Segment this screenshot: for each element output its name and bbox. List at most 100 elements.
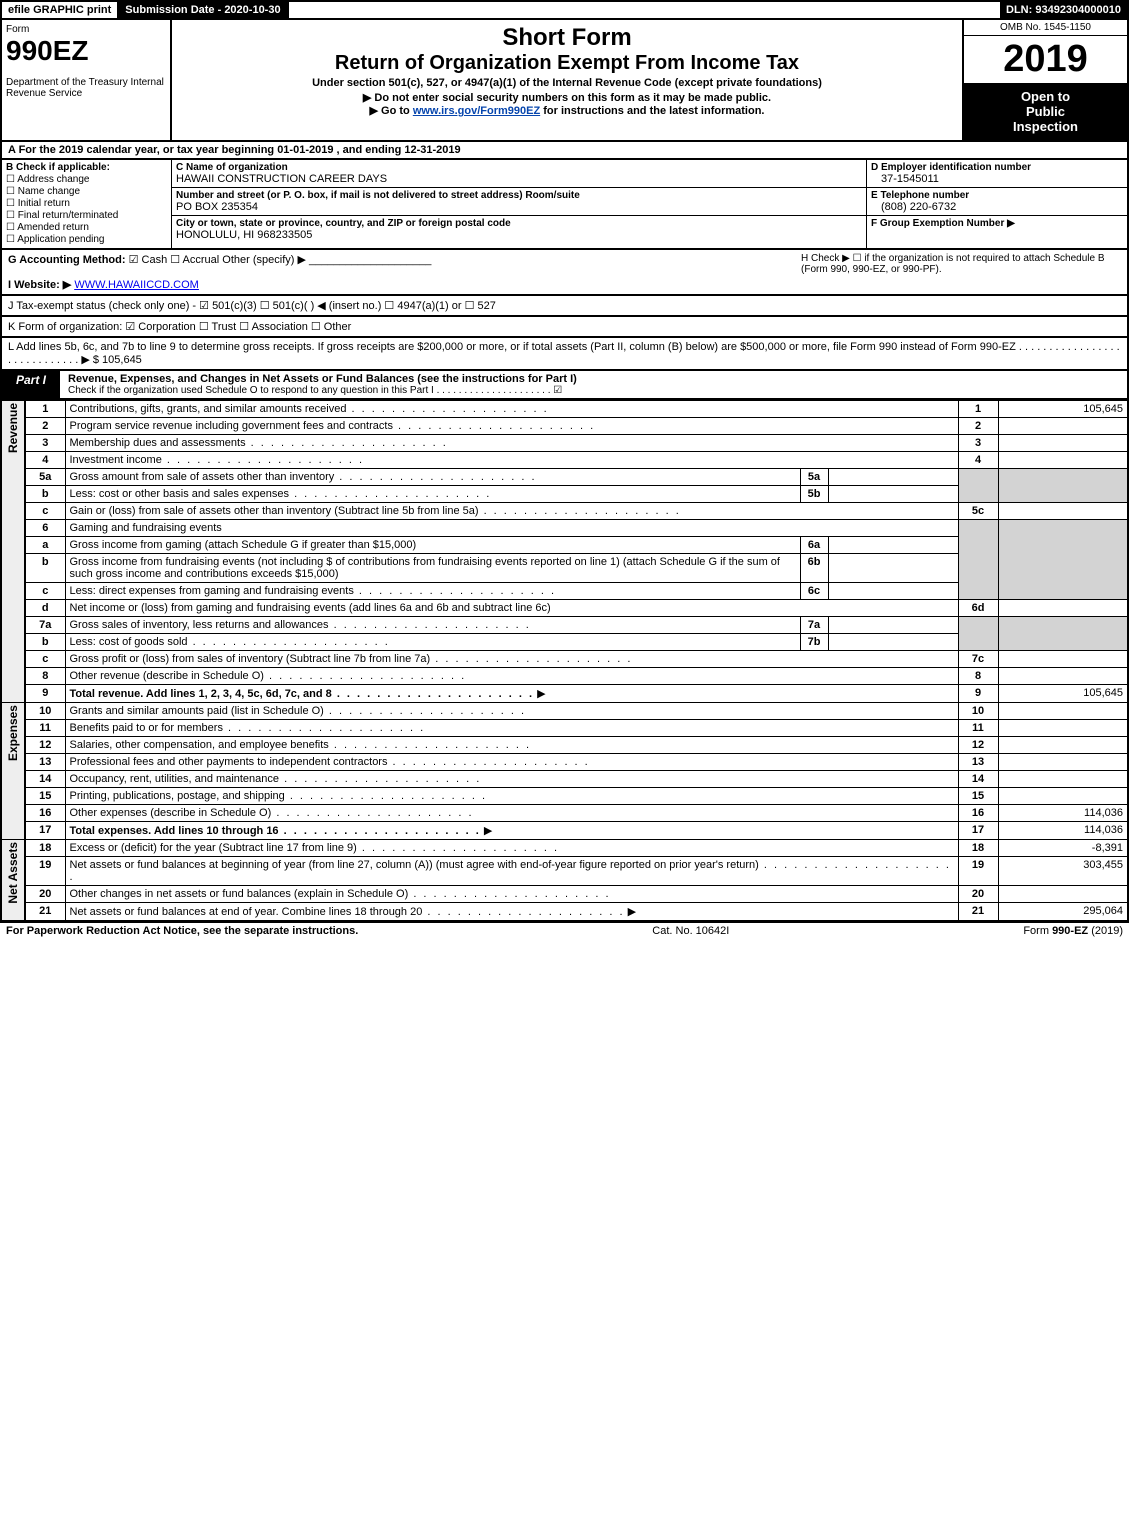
open-l1: Open to bbox=[1021, 89, 1070, 104]
irs-link[interactable]: www.irs.gov/Form990EZ bbox=[413, 105, 540, 117]
l6d-num: d bbox=[25, 600, 65, 617]
l12-desc: Salaries, other compensation, and employ… bbox=[70, 739, 532, 751]
chk-initial-return-label: Initial return bbox=[18, 198, 70, 209]
l17-amt: 114,036 bbox=[998, 822, 1128, 840]
l7b-desc: Less: cost of goods sold bbox=[70, 636, 390, 648]
org-addr-label: Number and street (or P. O. box, if mail… bbox=[176, 190, 862, 201]
l1-amt: 105,645 bbox=[998, 401, 1128, 418]
dept-label: Department of the Treasury Internal Reve… bbox=[6, 77, 166, 99]
g-label: G Accounting Method: bbox=[8, 254, 126, 266]
right-col: OMB No. 1545-1150 2019 Open to Public In… bbox=[962, 20, 1127, 140]
l4-box: 4 bbox=[958, 452, 998, 469]
tax-year: 2019 bbox=[964, 36, 1127, 83]
l6b-ibox: 6b bbox=[800, 554, 828, 583]
l2-amt bbox=[998, 418, 1128, 435]
l11-num: 11 bbox=[25, 720, 65, 737]
efile-print-button[interactable]: efile GRAPHIC print bbox=[2, 2, 119, 18]
l7-shade1 bbox=[958, 617, 998, 651]
chk-address-change[interactable]: ☐ Address change bbox=[6, 174, 167, 185]
chk-final-return[interactable]: ☐ Final return/terminated bbox=[6, 210, 167, 221]
org-addr-cell: Number and street (or P. O. box, if mail… bbox=[172, 188, 866, 216]
l5b-desc: Less: cost or other basis and sales expe… bbox=[70, 488, 492, 500]
chk-application-pending[interactable]: ☐ Application pending bbox=[6, 234, 167, 245]
l6d-amt bbox=[998, 600, 1128, 617]
l19-desc: Net assets or fund balances at beginning… bbox=[70, 859, 951, 883]
l15-num: 15 bbox=[25, 788, 65, 805]
l16-num: 16 bbox=[25, 805, 65, 822]
l5b-iamt bbox=[828, 486, 958, 503]
l6a-ibox: 6a bbox=[800, 537, 828, 554]
l6b-num: b bbox=[25, 554, 65, 583]
l6d-box: 6d bbox=[958, 600, 998, 617]
l6a-iamt bbox=[828, 537, 958, 554]
g-options[interactable]: ☑ Cash ☐ Accrual Other (specify) ▶ bbox=[129, 254, 306, 266]
l12-amt bbox=[998, 737, 1128, 754]
part1-title: Revenue, Expenses, and Changes in Net As… bbox=[60, 371, 1127, 398]
l11-box: 11 bbox=[958, 720, 998, 737]
l7c-num: c bbox=[25, 651, 65, 668]
part1-title-text: Revenue, Expenses, and Changes in Net As… bbox=[68, 373, 577, 385]
website-link[interactable]: WWW.HAWAIICCD.COM bbox=[74, 279, 198, 291]
return-title: Return of Organization Exempt From Incom… bbox=[180, 52, 954, 75]
l8-desc: Other revenue (describe in Schedule O) bbox=[70, 670, 467, 682]
row-g-h: G Accounting Method: ☑ Cash ☐ Accrual Ot… bbox=[0, 250, 1129, 296]
goto-pre: ▶ Go to bbox=[370, 105, 413, 117]
l15-box: 15 bbox=[958, 788, 998, 805]
l6d-desc: Net income or (loss) from gaming and fun… bbox=[70, 602, 551, 614]
l21-num: 21 bbox=[25, 903, 65, 922]
form-header: Form 990EZ Department of the Treasury In… bbox=[0, 20, 1129, 142]
l6-shade1 bbox=[958, 520, 998, 600]
l5c-box: 5c bbox=[958, 503, 998, 520]
submission-date: Submission Date - 2020-10-30 bbox=[119, 2, 288, 18]
lines-table: Revenue 1 Contributions, gifts, grants, … bbox=[0, 400, 1129, 922]
l16-box: 16 bbox=[958, 805, 998, 822]
open-public-box: Open to Public Inspection bbox=[964, 83, 1127, 140]
l18-amt: -8,391 bbox=[998, 840, 1128, 857]
chk-amended-return-label: Amended return bbox=[17, 222, 89, 233]
l9-num: 9 bbox=[25, 685, 65, 703]
part1-tab: Part I bbox=[2, 371, 60, 398]
h-check: H Check ▶ ☐ if the organization is not r… bbox=[801, 253, 1121, 291]
l6c-num: c bbox=[25, 583, 65, 600]
l9-box: 9 bbox=[958, 685, 998, 703]
l7a-iamt bbox=[828, 617, 958, 634]
l4-amt bbox=[998, 452, 1128, 469]
phone-value: (808) 220-6732 bbox=[871, 201, 956, 213]
l7a-num: 7a bbox=[25, 617, 65, 634]
l7a-desc: Gross sales of inventory, less returns a… bbox=[70, 619, 531, 631]
row-j: J Tax-exempt status (check only one) - ☑… bbox=[0, 296, 1129, 317]
open-l2: Public bbox=[1026, 104, 1065, 119]
ein-label: D Employer identification number bbox=[871, 162, 1031, 173]
box-b: B Check if applicable: ☐ Address change … bbox=[2, 160, 172, 248]
chk-initial-return[interactable]: ☐ Initial return bbox=[6, 198, 167, 209]
org-city-label: City or town, state or province, country… bbox=[176, 218, 862, 229]
l8-amt bbox=[998, 668, 1128, 685]
org-name-label: C Name of organization bbox=[176, 162, 862, 173]
l14-amt bbox=[998, 771, 1128, 788]
l2-desc: Program service revenue including govern… bbox=[70, 420, 596, 432]
l20-amt bbox=[998, 886, 1128, 903]
chk-name-change-label: Name change bbox=[18, 186, 80, 197]
box-c: C Name of organization HAWAII CONSTRUCTI… bbox=[172, 160, 867, 248]
goto-line: ▶ Go to www.irs.gov/Form990EZ for instru… bbox=[180, 104, 954, 117]
chk-name-change[interactable]: ☐ Name change bbox=[6, 186, 167, 197]
l16-desc: Other expenses (describe in Schedule O) bbox=[70, 807, 474, 819]
chk-amended-return[interactable]: ☐ Amended return bbox=[6, 222, 167, 233]
part1-header: Part I Revenue, Expenses, and Changes in… bbox=[0, 371, 1129, 400]
l2-num: 2 bbox=[25, 418, 65, 435]
l4-desc: Investment income bbox=[70, 454, 365, 466]
l8-num: 8 bbox=[25, 668, 65, 685]
l6b-iamt bbox=[828, 554, 958, 583]
l17-box: 17 bbox=[958, 822, 998, 840]
l3-num: 3 bbox=[25, 435, 65, 452]
l13-box: 13 bbox=[958, 754, 998, 771]
l7c-desc: Gross profit or (loss) from sales of inv… bbox=[70, 653, 633, 665]
l7a-ibox: 7a bbox=[800, 617, 828, 634]
l21-amt: 295,064 bbox=[998, 903, 1128, 922]
l10-desc: Grants and similar amounts paid (list in… bbox=[70, 705, 527, 717]
l6c-desc: Less: direct expenses from gaming and fu… bbox=[70, 585, 557, 597]
l5ab-shade2 bbox=[998, 469, 1128, 503]
l1-box: 1 bbox=[958, 401, 998, 418]
l5a-iamt bbox=[828, 469, 958, 486]
l18-box: 18 bbox=[958, 840, 998, 857]
